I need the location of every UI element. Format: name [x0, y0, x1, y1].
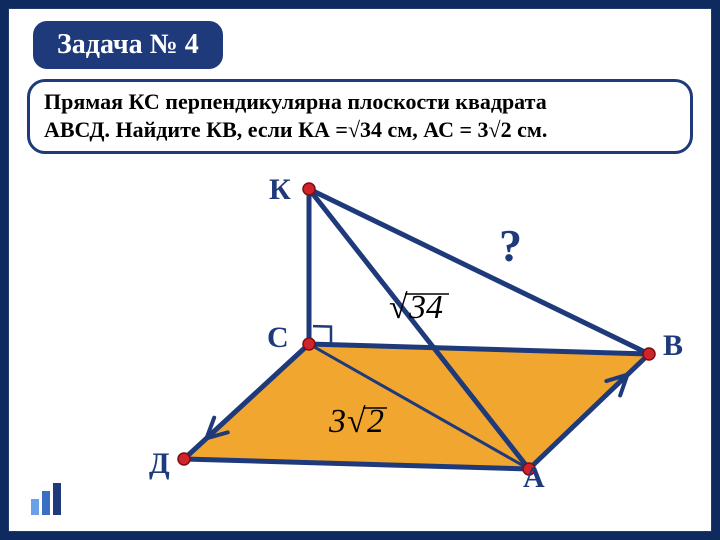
geometry-svg [9, 169, 720, 540]
svg-text:34: 34 [408, 289, 443, 326]
slide-panel: Задача № 4 Прямая КС перпендикулярна пло… [8, 8, 712, 532]
problem-box: Прямая КС перпендикулярна плоскости квад… [27, 79, 693, 154]
vertex-label-c: С [267, 321, 289, 355]
vertex-label-b: В [663, 329, 683, 363]
vertex-label-k: К [269, 173, 291, 207]
logo-icon [25, 479, 67, 521]
question-mark: ? [499, 219, 522, 272]
svg-text:2: 2 [367, 403, 384, 440]
diagram-area: К С В А Д ? √34 3√2 [9, 169, 711, 531]
slide-background: Задача № 4 Прямая КС перпендикулярна пло… [0, 0, 720, 540]
svg-text:3: 3 [329, 403, 346, 440]
problem-line-1: Прямая КС перпендикулярна плоскости квад… [44, 88, 676, 116]
problem-line-2: АВСД. Найдите КВ, если КА =√34 см, АС = … [44, 116, 676, 144]
edge-label-ka: √34 [389, 287, 459, 328]
title-pill: Задача № 4 [33, 21, 223, 69]
title-text: Задача № 4 [57, 29, 199, 60]
edge-label-ac: 3√2 [329, 401, 409, 442]
vertex-label-d: Д [149, 447, 170, 481]
vertex-label-a: А [523, 461, 545, 495]
